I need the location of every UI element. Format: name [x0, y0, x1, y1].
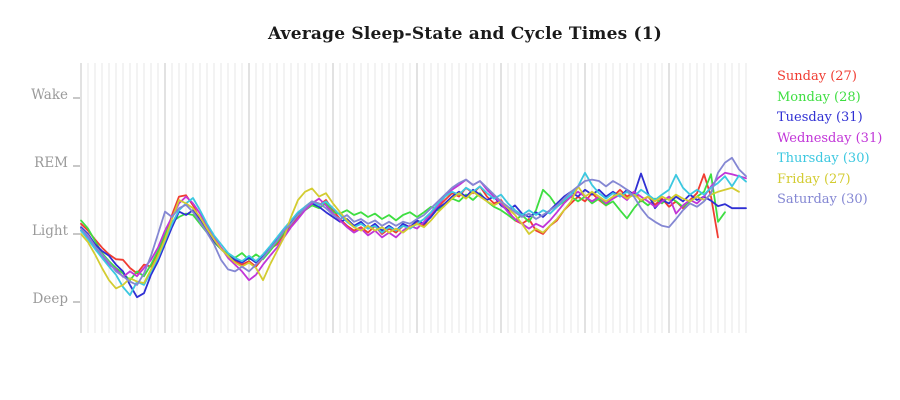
legend-item-thursday: Thursday (30) [777, 151, 870, 166]
chart-title: Average Sleep-State and Cycle Times (1) [267, 24, 663, 44]
y-axis-label-rem: REM [34, 155, 68, 171]
series-line-friday [80, 185, 740, 290]
series-line-tuesday [80, 172, 747, 299]
y-axis-label-wake: Wake [31, 87, 68, 103]
legend-item-tuesday: Tuesday (31) [777, 110, 863, 125]
series-line-saturday [80, 156, 747, 286]
y-axis-label-light: Light [31, 223, 68, 239]
series-line-thursday [80, 171, 747, 297]
legend-item-saturday: Saturday (30) [777, 192, 868, 207]
legend: Sunday (27) Monday (28) Tuesday (31) Wednes… [777, 67, 882, 211]
legend-item-wednesday: Wednesday (31) [777, 130, 883, 146]
legend-item-monday: Monday (28) [777, 89, 861, 105]
y-axis-label-deep: Deep [32, 291, 68, 307]
legend-item-sunday: Sunday (27) [777, 69, 857, 84]
legend-item-friday: Friday (27) [777, 171, 851, 187]
